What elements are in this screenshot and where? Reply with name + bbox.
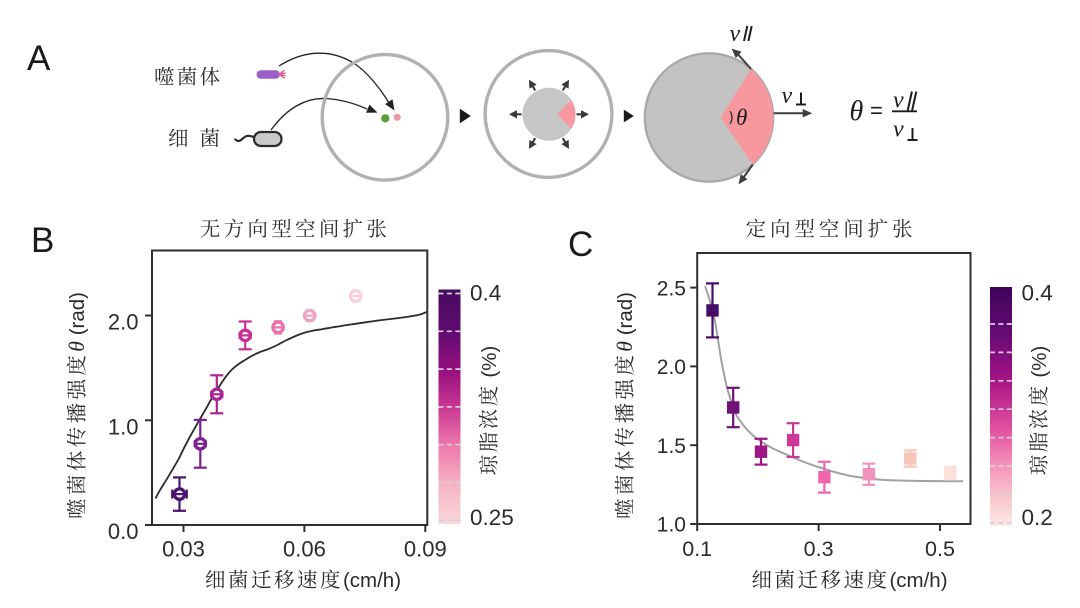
- svg-text:B: B: [31, 221, 54, 260]
- svg-text:θ: θ: [65, 341, 89, 352]
- svg-text:(cm/h): (cm/h): [889, 569, 947, 592]
- svg-text:0.5: 0.5: [925, 537, 955, 561]
- svg-text:0.3: 0.3: [804, 537, 834, 561]
- svg-text:θ: θ: [613, 341, 637, 352]
- svg-text:0.0: 0.0: [108, 519, 139, 544]
- svg-text:A: A: [27, 39, 51, 78]
- svg-text:(cm/h): (cm/h): [343, 569, 401, 592]
- svg-text:=: =: [870, 98, 883, 123]
- svg-text:1.0: 1.0: [108, 414, 139, 439]
- svg-text:C: C: [568, 225, 593, 264]
- svg-text:0.03: 0.03: [162, 537, 205, 562]
- svg-text:1.0: 1.0: [657, 514, 686, 537]
- svg-text:v: v: [893, 88, 904, 114]
- svg-text:v: v: [782, 83, 793, 109]
- svg-text:0.4: 0.4: [470, 281, 501, 306]
- svg-text:2.0: 2.0: [657, 356, 686, 379]
- svg-text:v: v: [730, 21, 741, 47]
- svg-text:(rad): (rad): [614, 292, 637, 341]
- svg-text:0.2: 0.2: [1022, 505, 1053, 530]
- svg-text:0.4: 0.4: [1022, 281, 1053, 306]
- svg-text:0.09: 0.09: [404, 537, 447, 562]
- svg-text:1.5: 1.5: [657, 435, 686, 458]
- svg-text:0.25: 0.25: [470, 505, 514, 530]
- svg-text:2.5: 2.5: [657, 277, 686, 300]
- svg-text:2.0: 2.0: [108, 310, 139, 335]
- svg-text:0.06: 0.06: [283, 537, 326, 562]
- svg-text:v: v: [893, 117, 904, 143]
- svg-text:(rad): (rad): [66, 292, 89, 341]
- svg-text:θ: θ: [850, 96, 864, 127]
- svg-text:(%): (%): [478, 346, 501, 384]
- svg-text:0.1: 0.1: [682, 537, 712, 561]
- svg-text:(%): (%): [1028, 346, 1051, 384]
- svg-text:θ: θ: [736, 105, 747, 130]
